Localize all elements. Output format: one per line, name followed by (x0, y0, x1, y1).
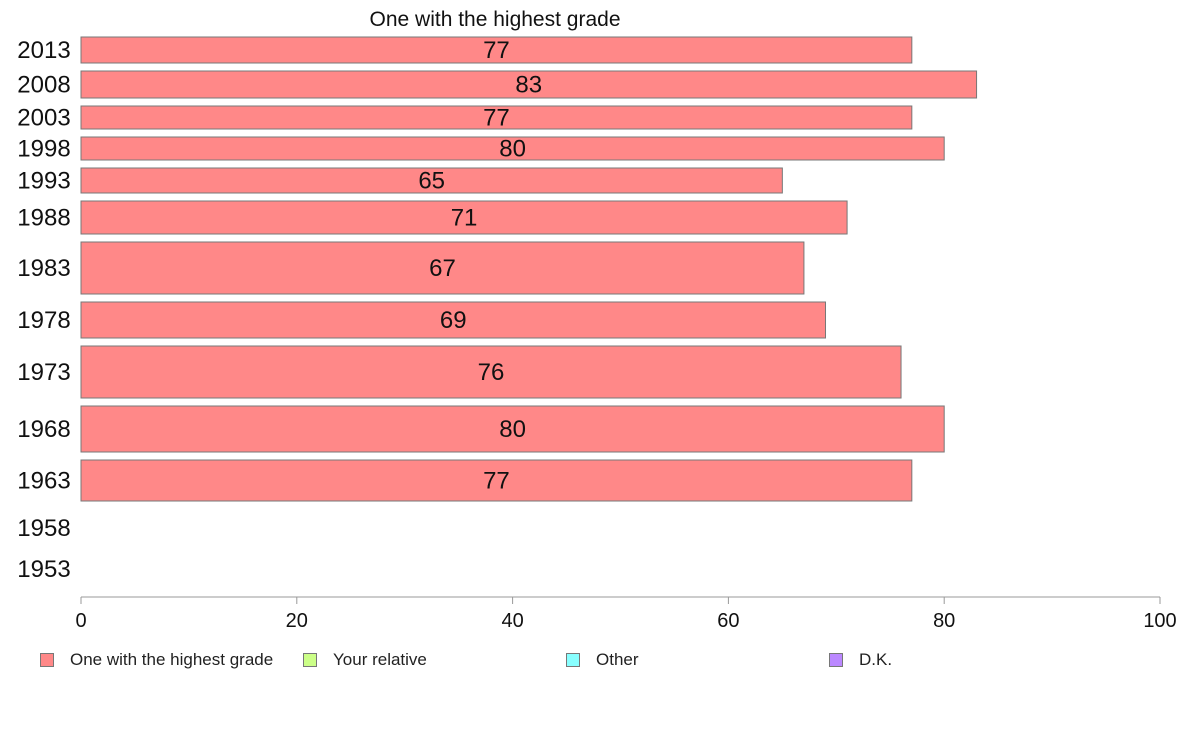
legend-item-other: Other (566, 650, 639, 670)
category-label: 1983 (17, 255, 70, 282)
x-tick-label: 60 (717, 610, 739, 632)
data-label: 71 (451, 205, 478, 232)
bar (80, 241, 805, 295)
x-tick-label: 80 (933, 610, 955, 632)
category-label: 1978 (17, 307, 70, 334)
legend-swatch (303, 653, 317, 667)
x-tick-label: 40 (501, 610, 523, 632)
category-label: 1993 (17, 168, 70, 195)
data-label: 77 (483, 37, 510, 64)
legend-swatch (566, 653, 580, 667)
data-label: 76 (478, 359, 505, 386)
legend-item-highest-grade: One with the highest grade (40, 650, 273, 670)
bar (80, 405, 945, 453)
legend-label: Other (596, 650, 639, 669)
legend-label: D.K. (859, 650, 893, 669)
bar (80, 167, 783, 194)
legend-item-your-relative: Your relative (303, 650, 427, 670)
category-label: 2008 (17, 72, 70, 99)
category-label: 1953 (17, 556, 70, 583)
legend-swatch (40, 653, 54, 667)
data-label: 67 (429, 255, 456, 282)
legend-item-dk: D.K. (829, 650, 892, 670)
data-label: 83 (515, 72, 542, 99)
category-label: 1968 (17, 416, 70, 443)
bar (80, 70, 978, 99)
data-label: 80 (499, 136, 526, 163)
bar (80, 136, 945, 161)
bar (80, 459, 913, 502)
category-label: 1988 (17, 205, 70, 232)
bar (80, 200, 848, 235)
x-tick-label: 20 (286, 610, 308, 632)
data-label: 69 (440, 307, 467, 334)
bar (80, 301, 827, 339)
category-label: 2003 (17, 105, 70, 132)
legend: One with the highest grade Your relative… (0, 650, 1188, 672)
legend-label: Your relative (333, 650, 427, 669)
bar (80, 105, 913, 130)
x-tick-label: 100 (1143, 610, 1176, 632)
x-tick-label: 0 (75, 610, 86, 632)
data-label: 77 (483, 105, 510, 132)
data-label: 65 (418, 168, 445, 195)
legend-label: One with the highest grade (70, 650, 274, 669)
category-label: 1963 (17, 468, 70, 495)
category-label: 1973 (17, 359, 70, 386)
category-label: 1998 (17, 136, 70, 163)
category-label: 1958 (17, 515, 70, 542)
data-label: 77 (483, 468, 510, 495)
category-label: 2013 (17, 37, 70, 64)
bar (80, 345, 902, 399)
bar (80, 36, 913, 64)
data-label: 80 (499, 416, 526, 443)
chart-title: One with the highest grade (370, 8, 621, 31)
legend-swatch (829, 653, 843, 667)
bar-chart: One with the highest grade 2013 77 2008 83 2… (17, 8, 1176, 632)
